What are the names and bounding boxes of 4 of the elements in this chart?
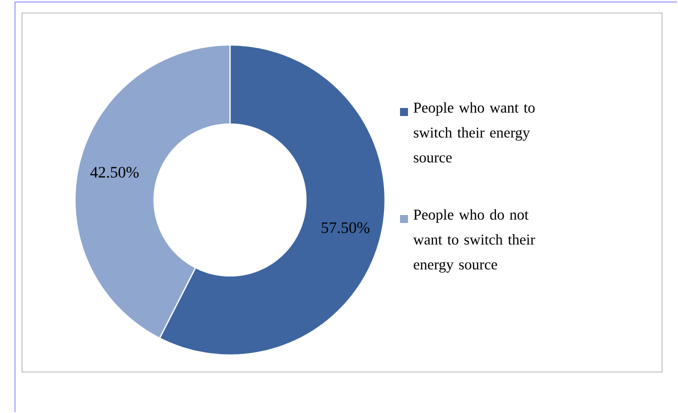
data-label: 57.50% [322, 222, 370, 234]
data-label: 42.50% [90, 167, 139, 178]
legend-label: People who do not want to switch their energy source [413, 209, 536, 273]
legend-label: People who want to switch their energy source [414, 102, 535, 163]
